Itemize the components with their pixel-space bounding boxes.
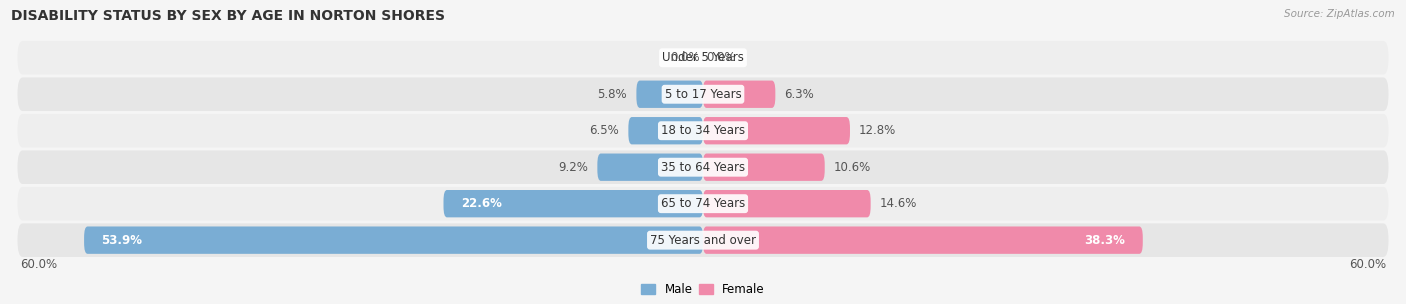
FancyBboxPatch shape: [17, 78, 1389, 111]
Legend: Male, Female: Male, Female: [637, 278, 769, 301]
Text: 0.0%: 0.0%: [669, 51, 700, 64]
FancyBboxPatch shape: [17, 114, 1389, 147]
FancyBboxPatch shape: [703, 226, 1143, 254]
Text: 18 to 34 Years: 18 to 34 Years: [661, 124, 745, 137]
FancyBboxPatch shape: [628, 117, 703, 144]
FancyBboxPatch shape: [17, 187, 1389, 220]
Text: 5.8%: 5.8%: [598, 88, 627, 101]
FancyBboxPatch shape: [703, 190, 870, 217]
FancyBboxPatch shape: [443, 190, 703, 217]
Text: 60.0%: 60.0%: [1350, 258, 1386, 271]
Text: 65 to 74 Years: 65 to 74 Years: [661, 197, 745, 210]
Text: DISABILITY STATUS BY SEX BY AGE IN NORTON SHORES: DISABILITY STATUS BY SEX BY AGE IN NORTO…: [11, 9, 446, 23]
FancyBboxPatch shape: [598, 154, 703, 181]
Text: 75 Years and over: 75 Years and over: [650, 234, 756, 247]
FancyBboxPatch shape: [84, 226, 703, 254]
Text: 53.9%: 53.9%: [101, 234, 142, 247]
Text: 9.2%: 9.2%: [558, 161, 588, 174]
Text: 38.3%: 38.3%: [1084, 234, 1126, 247]
Text: 35 to 64 Years: 35 to 64 Years: [661, 161, 745, 174]
Text: 5 to 17 Years: 5 to 17 Years: [665, 88, 741, 101]
FancyBboxPatch shape: [703, 117, 851, 144]
Text: 12.8%: 12.8%: [859, 124, 897, 137]
Text: 22.6%: 22.6%: [461, 197, 502, 210]
Text: 6.3%: 6.3%: [785, 88, 814, 101]
Text: 10.6%: 10.6%: [834, 161, 872, 174]
Text: 14.6%: 14.6%: [880, 197, 917, 210]
Text: 60.0%: 60.0%: [20, 258, 56, 271]
FancyBboxPatch shape: [17, 41, 1389, 74]
Text: Source: ZipAtlas.com: Source: ZipAtlas.com: [1284, 9, 1395, 19]
FancyBboxPatch shape: [17, 150, 1389, 184]
FancyBboxPatch shape: [703, 154, 825, 181]
FancyBboxPatch shape: [637, 81, 703, 108]
Text: 0.0%: 0.0%: [706, 51, 737, 64]
Text: Under 5 Years: Under 5 Years: [662, 51, 744, 64]
FancyBboxPatch shape: [703, 81, 775, 108]
Text: 6.5%: 6.5%: [589, 124, 619, 137]
FancyBboxPatch shape: [17, 223, 1389, 257]
